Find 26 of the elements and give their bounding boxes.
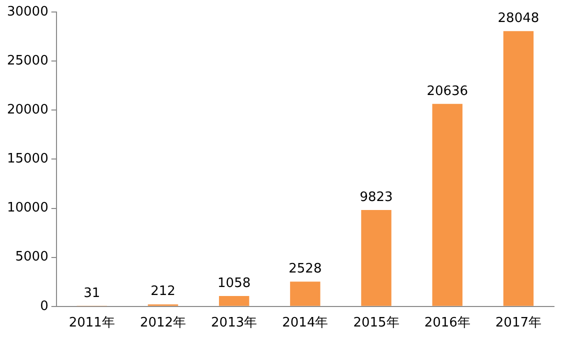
y-tick-label: 10000	[6, 200, 48, 216]
bar	[218, 296, 250, 306]
data-label: 2528	[288, 261, 322, 276]
x-tick-label: 2016年	[424, 316, 470, 331]
data-label: 9823	[360, 190, 393, 205]
y-tick-label: 20000	[6, 102, 48, 118]
data-label: 212	[150, 284, 176, 300]
data-label: 28048	[498, 11, 540, 26]
y-tick-label: 25000	[6, 53, 48, 68]
bar	[290, 282, 320, 306]
y-tick-label: 0	[40, 298, 48, 314]
y-tick-label: 5000	[15, 250, 48, 265]
x-tick-label: 2014年	[282, 316, 328, 331]
x-tick-label: 2011年	[68, 316, 115, 331]
bar	[503, 31, 534, 306]
x-tick-label: 2013年	[211, 316, 258, 331]
y-tick-label: 15000	[6, 152, 48, 167]
data-label: 31	[84, 286, 100, 301]
x-tick-label: 2012年	[140, 316, 186, 331]
bar	[361, 210, 392, 306]
bar	[432, 104, 462, 306]
data-label: 20636	[426, 84, 468, 99]
y-tick-label: 30000	[6, 4, 48, 20]
x-tick-label: 2017年	[495, 316, 542, 331]
x-tick-label: 2015年	[353, 316, 400, 331]
data-label: 1058	[218, 276, 251, 291]
